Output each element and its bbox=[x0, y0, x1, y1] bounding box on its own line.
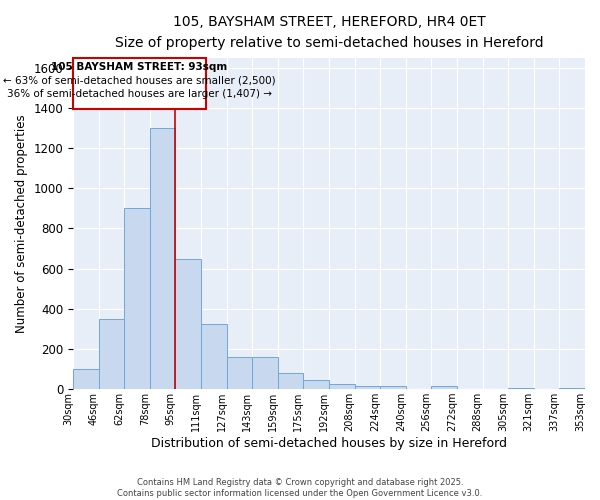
Bar bbox=[201, 324, 227, 389]
Bar bbox=[329, 384, 355, 389]
Title: 105, BAYSHAM STREET, HEREFORD, HR4 0ET
Size of property relative to semi-detache: 105, BAYSHAM STREET, HEREFORD, HR4 0ET S… bbox=[115, 15, 544, 50]
Bar bbox=[355, 386, 380, 389]
Text: 36% of semi-detached houses are larger (1,407) →: 36% of semi-detached houses are larger (… bbox=[7, 88, 272, 99]
Bar bbox=[508, 388, 534, 389]
Text: ← 63% of semi-detached houses are smaller (2,500): ← 63% of semi-detached houses are smalle… bbox=[3, 75, 276, 85]
Bar bbox=[252, 357, 278, 389]
Text: Contains HM Land Registry data © Crown copyright and database right 2025.
Contai: Contains HM Land Registry data © Crown c… bbox=[118, 478, 482, 498]
Bar bbox=[431, 386, 457, 389]
Bar bbox=[175, 258, 201, 389]
X-axis label: Distribution of semi-detached houses by size in Hereford: Distribution of semi-detached houses by … bbox=[151, 437, 507, 450]
Bar bbox=[124, 208, 150, 389]
Bar bbox=[278, 373, 304, 389]
Text: 105 BAYSHAM STREET: 93sqm: 105 BAYSHAM STREET: 93sqm bbox=[52, 62, 228, 72]
Bar bbox=[98, 319, 124, 389]
Bar bbox=[150, 128, 175, 389]
Bar bbox=[380, 386, 406, 389]
Bar bbox=[559, 388, 585, 389]
Bar bbox=[304, 380, 329, 389]
Bar bbox=[227, 357, 252, 389]
Y-axis label: Number of semi-detached properties: Number of semi-detached properties bbox=[15, 114, 28, 333]
Bar bbox=[73, 369, 98, 389]
